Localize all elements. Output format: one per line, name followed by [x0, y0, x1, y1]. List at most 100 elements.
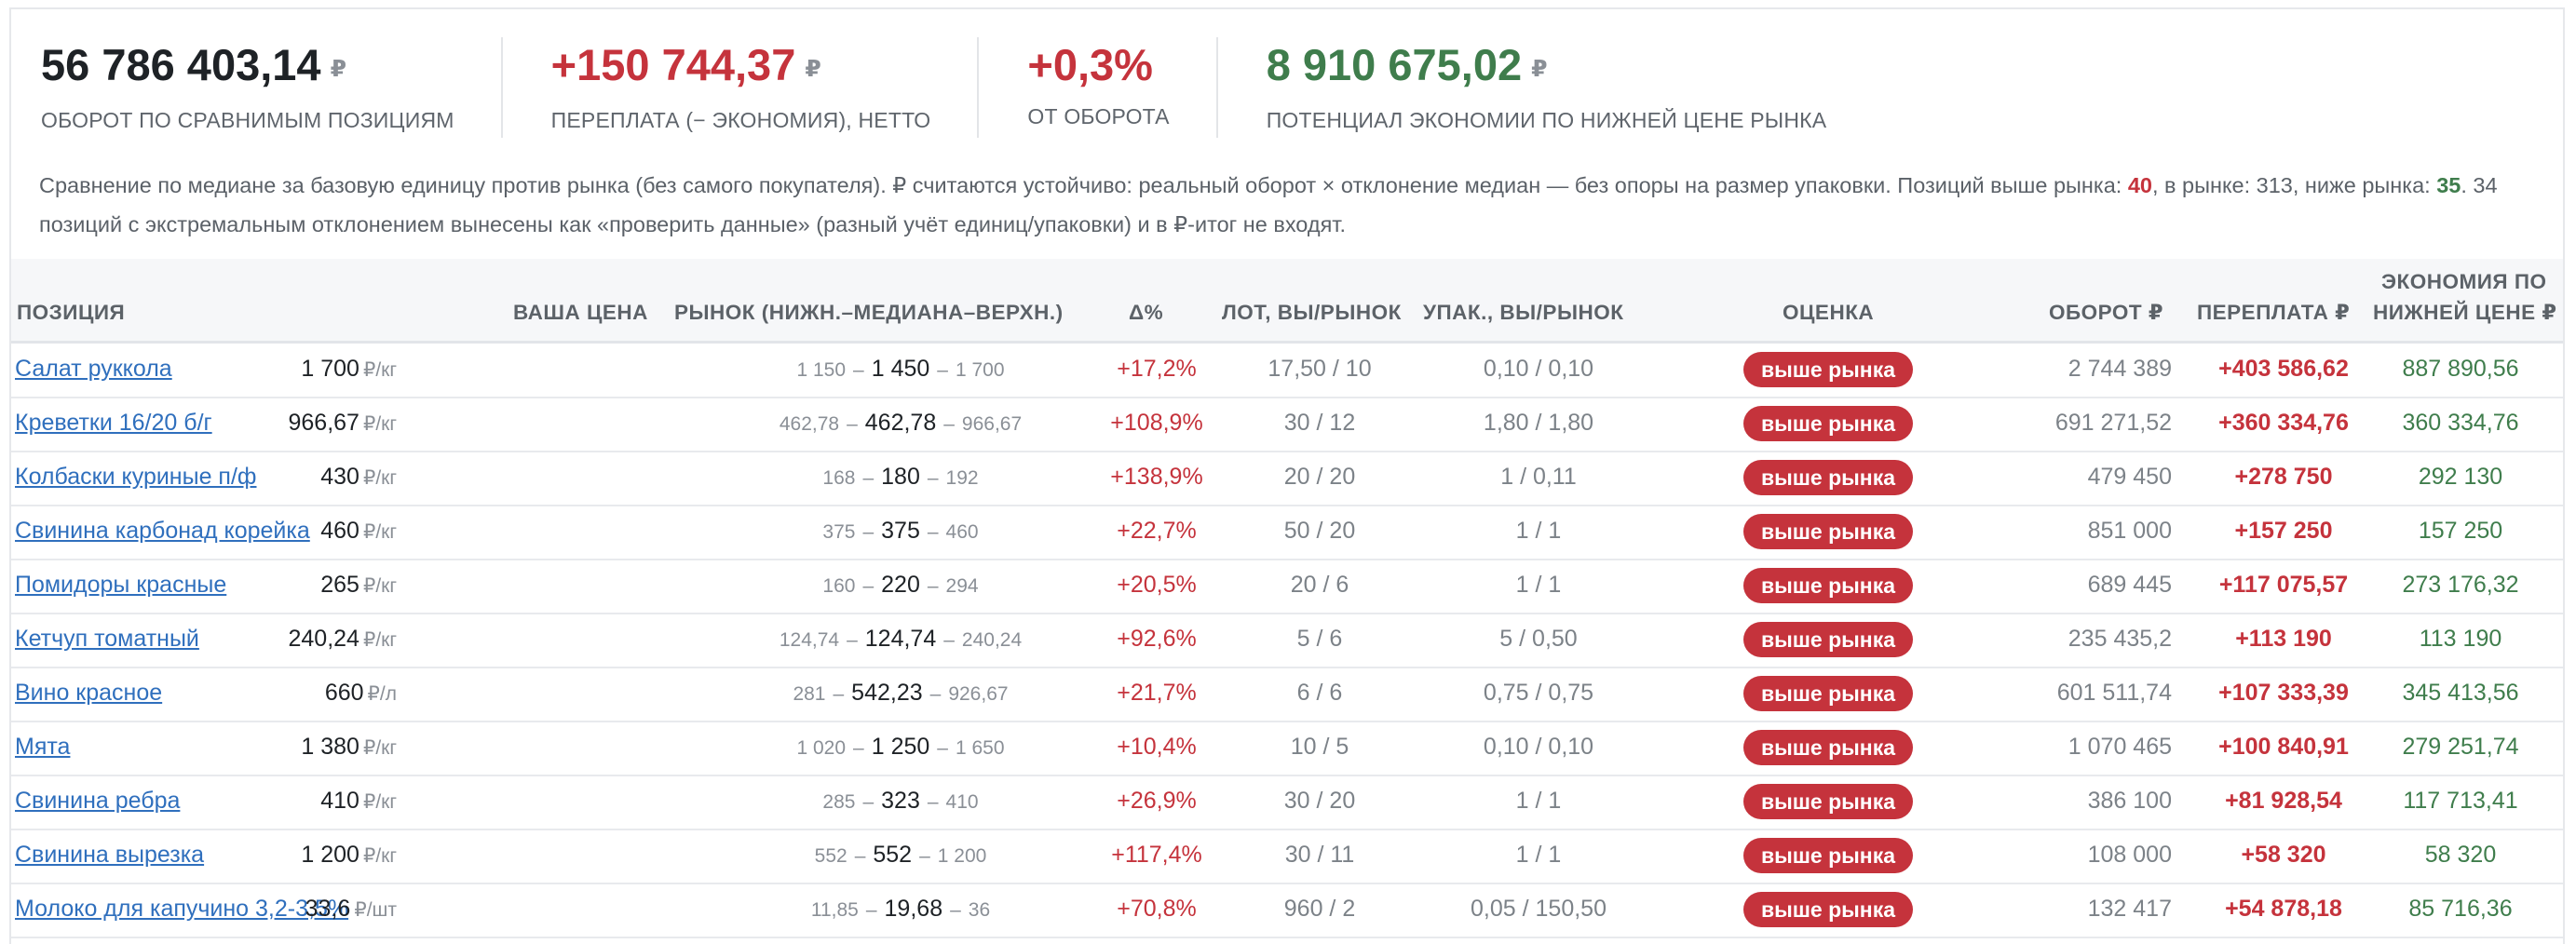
lot-ratio: 30 / 20 — [1283, 788, 1356, 814]
column-header-position[interactable]: ПОЗИЦИЯ — [17, 301, 126, 324]
market-median: 1 250 — [871, 734, 930, 760]
column-header-overpay[interactable]: ПЕРЕПЛАТА ₽ — [2197, 301, 2351, 324]
table-row: Колбаски куриные п/ф 430 ₽/кг 168–180–192 +1… — [11, 451, 2563, 506]
market-median: 1 450 — [871, 356, 930, 382]
market-high: 1 700 — [955, 359, 1005, 381]
market-median: 462,78 — [864, 410, 937, 436]
item-link[interactable]: Свинина ребра — [15, 788, 181, 814]
price-unit: ₽/кг — [362, 521, 397, 543]
item-link[interactable]: Молоко для капучино 3,2-3,5% — [15, 896, 349, 922]
price-unit: ₽/кг — [362, 359, 397, 381]
pack-ratio: 0,05 / 150,50 — [1471, 896, 1607, 922]
your-price: 1 700 ₽/кг — [301, 356, 397, 382]
your-price: 410 ₽/кг — [320, 788, 397, 814]
market-median: 19,68 — [884, 896, 943, 922]
delta-percent: +108,9% — [1110, 410, 1203, 436]
table-row: Кетчуп томатный 240,24 ₽/кг 124,74–124,74–2… — [11, 613, 2563, 668]
delta-percent: +70,8% — [1117, 896, 1197, 922]
savings-value: 360 334,76 — [2402, 410, 2519, 436]
item-link[interactable]: Салат руккола — [15, 356, 172, 382]
overpay-value: +117 075,57 — [2218, 572, 2349, 598]
delta-percent: +138,9% — [1110, 464, 1203, 490]
column-header-turnover[interactable]: ОБОРОТ ₽ — [2049, 301, 2164, 324]
methodology-note: Сравнение по медиане за базовую единицу … — [39, 173, 2498, 236]
market-low: 285 — [822, 791, 856, 813]
lot-ratio: 6 / 6 — [1296, 680, 1343, 706]
market-high: 410 — [945, 791, 979, 813]
item-link[interactable]: Кетчуп томатный — [15, 626, 199, 652]
market-high: 1 200 — [937, 845, 987, 867]
market-median: 220 — [881, 572, 920, 598]
item-link[interactable]: Колбаски куриные п/ф — [15, 464, 257, 490]
market-median: 124,74 — [864, 626, 937, 652]
savings-value: 279 251,74 — [2402, 734, 2519, 760]
item-link[interactable]: Вино красное — [15, 680, 163, 706]
item-link[interactable]: Помидоры красные — [15, 572, 227, 598]
market-range: 160–220–294 — [822, 572, 979, 598]
above-market-count: 40 — [2127, 173, 2152, 197]
rating-badge: выше рынка — [1743, 514, 1913, 549]
savings-value: 887 890,56 — [2402, 356, 2519, 382]
column-header-market[interactable]: РЫНОК (НИЖН.–МЕДИАНА–ВЕРХН.) — [674, 301, 1064, 324]
below-market-count: 35 — [2436, 173, 2461, 197]
turnover-value: 1 070 465 — [2068, 734, 2172, 760]
market-low: 281 — [793, 683, 826, 705]
overpay-value: +100 840,91 — [2218, 734, 2349, 760]
kpi-value: 8 910 675,02 — [1266, 40, 1523, 89]
turnover-value: 2 744 389 — [2068, 356, 2172, 382]
turnover-value: 691 271,52 — [2054, 410, 2172, 436]
column-header-rating[interactable]: ОЦЕНКА — [1783, 301, 1875, 324]
market-low: 1 020 — [796, 737, 847, 759]
column-header-pack[interactable]: УПАК., ВЫ/РЫНОК — [1423, 301, 1624, 324]
overpay-value: +157 250 — [2234, 518, 2333, 544]
delta-percent: +20,5% — [1117, 572, 1197, 598]
price-unit: ₽/кг — [362, 467, 397, 489]
currency-sign: ₽ — [330, 55, 346, 82]
price-unit: ₽/кг — [362, 629, 397, 651]
lot-ratio: 960 / 2 — [1283, 896, 1356, 922]
price-unit: ₽/л — [367, 683, 397, 705]
your-price: 660 ₽/л — [324, 680, 397, 706]
panel-frame — [9, 7, 2565, 944]
savings-value: 345 413,56 — [2402, 680, 2519, 706]
turnover-value: 851 000 — [2087, 518, 2172, 544]
savings-value: 58 320 — [2424, 842, 2497, 868]
item-link[interactable]: Креветки 16/20 б/г — [15, 410, 212, 436]
price-unit: ₽/кг — [362, 575, 397, 597]
market-median: 552 — [873, 842, 913, 868]
column-header-price[interactable]: ВАША ЦЕНА — [513, 301, 648, 324]
item-link[interactable]: Мята — [15, 734, 71, 760]
savings-value: 273 176,32 — [2402, 572, 2519, 598]
pack-ratio: 0,75 / 0,75 — [1483, 680, 1594, 706]
item-link[interactable]: Свинина карбонад корейка — [15, 518, 310, 544]
column-header-lot[interactable]: ЛОТ, ВЫ/РЫНОК — [1222, 301, 1402, 324]
overpay-value: +278 750 — [2234, 464, 2333, 490]
table-header — [11, 259, 2563, 344]
lot-ratio: 10 / 5 — [1290, 734, 1349, 760]
kpi-label: ОТ ОБОРОТА — [1027, 104, 1170, 128]
market-median: 542,23 — [851, 680, 923, 706]
delta-percent: +21,7% — [1117, 680, 1197, 706]
column-header-delta[interactable]: Δ% — [1129, 301, 1164, 324]
item-link[interactable]: Свинина вырезка — [15, 842, 205, 868]
lot-ratio: 20 / 20 — [1283, 464, 1356, 490]
table-row: Вино красное 660 ₽/л 281–542,23–926,67 +21,7… — [11, 667, 2563, 722]
market-high: 1 650 — [955, 737, 1005, 759]
pack-ratio: 1 / 1 — [1515, 572, 1562, 598]
your-price: 1 380 ₽/кг — [301, 734, 397, 760]
market-high: 926,67 — [948, 683, 1009, 705]
your-price: 1 200 ₽/кг — [301, 842, 397, 868]
market-high: 240,24 — [961, 629, 1023, 651]
market-high: 192 — [945, 467, 979, 489]
pack-ratio: 1 / 1 — [1515, 788, 1562, 814]
your-price: 460 ₽/кг — [320, 518, 397, 544]
delta-percent: +10,4% — [1117, 734, 1197, 760]
market-range: 285–323–410 — [822, 788, 979, 814]
overpay-value: +107 333,39 — [2218, 680, 2349, 706]
column-header-savings[interactable]: ЭКОНОМИЯ ПО — [2381, 270, 2547, 293]
pack-ratio: 5 / 0,50 — [1499, 626, 1578, 652]
overpay-value: +360 334,76 — [2218, 410, 2349, 436]
savings-value: 113 190 — [2419, 626, 2502, 652]
table-row: Свинина карбонад корейка 460 ₽/кг 375–375–4… — [11, 505, 2563, 560]
market-median: 180 — [881, 464, 920, 490]
